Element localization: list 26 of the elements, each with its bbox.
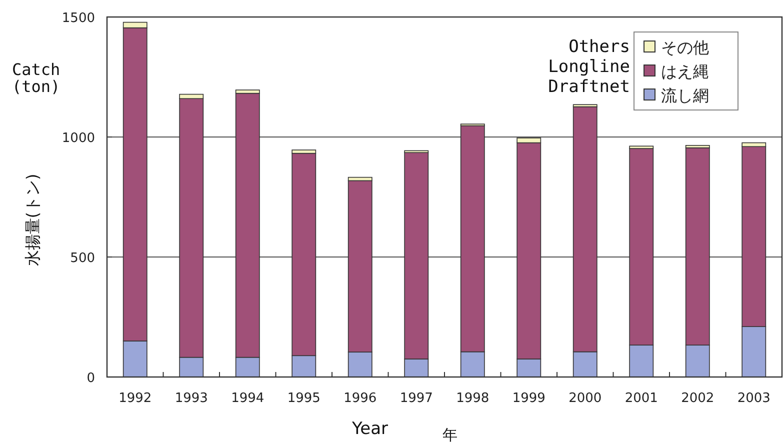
x-tick-label: 2001 bbox=[624, 391, 658, 406]
text: 年 bbox=[442, 426, 458, 444]
x-tick-label: 1996 bbox=[344, 391, 377, 406]
x-tick-label: 1994 bbox=[231, 391, 264, 406]
y-axis-title: 水揚量(トン) bbox=[23, 174, 42, 266]
x-tick-label: 1997 bbox=[400, 391, 433, 406]
legend-label: その他 bbox=[661, 38, 709, 57]
y-tick-label: 0 bbox=[86, 371, 95, 386]
legend-label: はえ縄 bbox=[661, 62, 709, 81]
x-tick-label: 2000 bbox=[568, 391, 602, 406]
y-tick-label: 500 bbox=[70, 251, 95, 266]
x-axis-title: Year bbox=[351, 419, 388, 439]
x-tick-label: 1999 bbox=[512, 391, 546, 406]
y-tick-label: 1000 bbox=[62, 131, 95, 146]
annotation: Longline bbox=[548, 57, 630, 77]
x-tick-label: 1998 bbox=[456, 391, 490, 406]
y-tick-label: 1500 bbox=[62, 11, 95, 26]
annotation: Draftnet bbox=[548, 77, 630, 97]
x-tick-label: 1992 bbox=[118, 391, 152, 406]
x-tick-label: 1993 bbox=[174, 391, 208, 406]
text: Catch (ton) bbox=[12, 60, 60, 96]
x-tick-label: 2002 bbox=[681, 391, 714, 406]
legend-label: 流し網 bbox=[661, 86, 709, 105]
annotation: Others bbox=[568, 37, 630, 57]
x-tick-label: 1995 bbox=[287, 391, 320, 406]
x-tick-label: 2003 bbox=[737, 391, 770, 406]
